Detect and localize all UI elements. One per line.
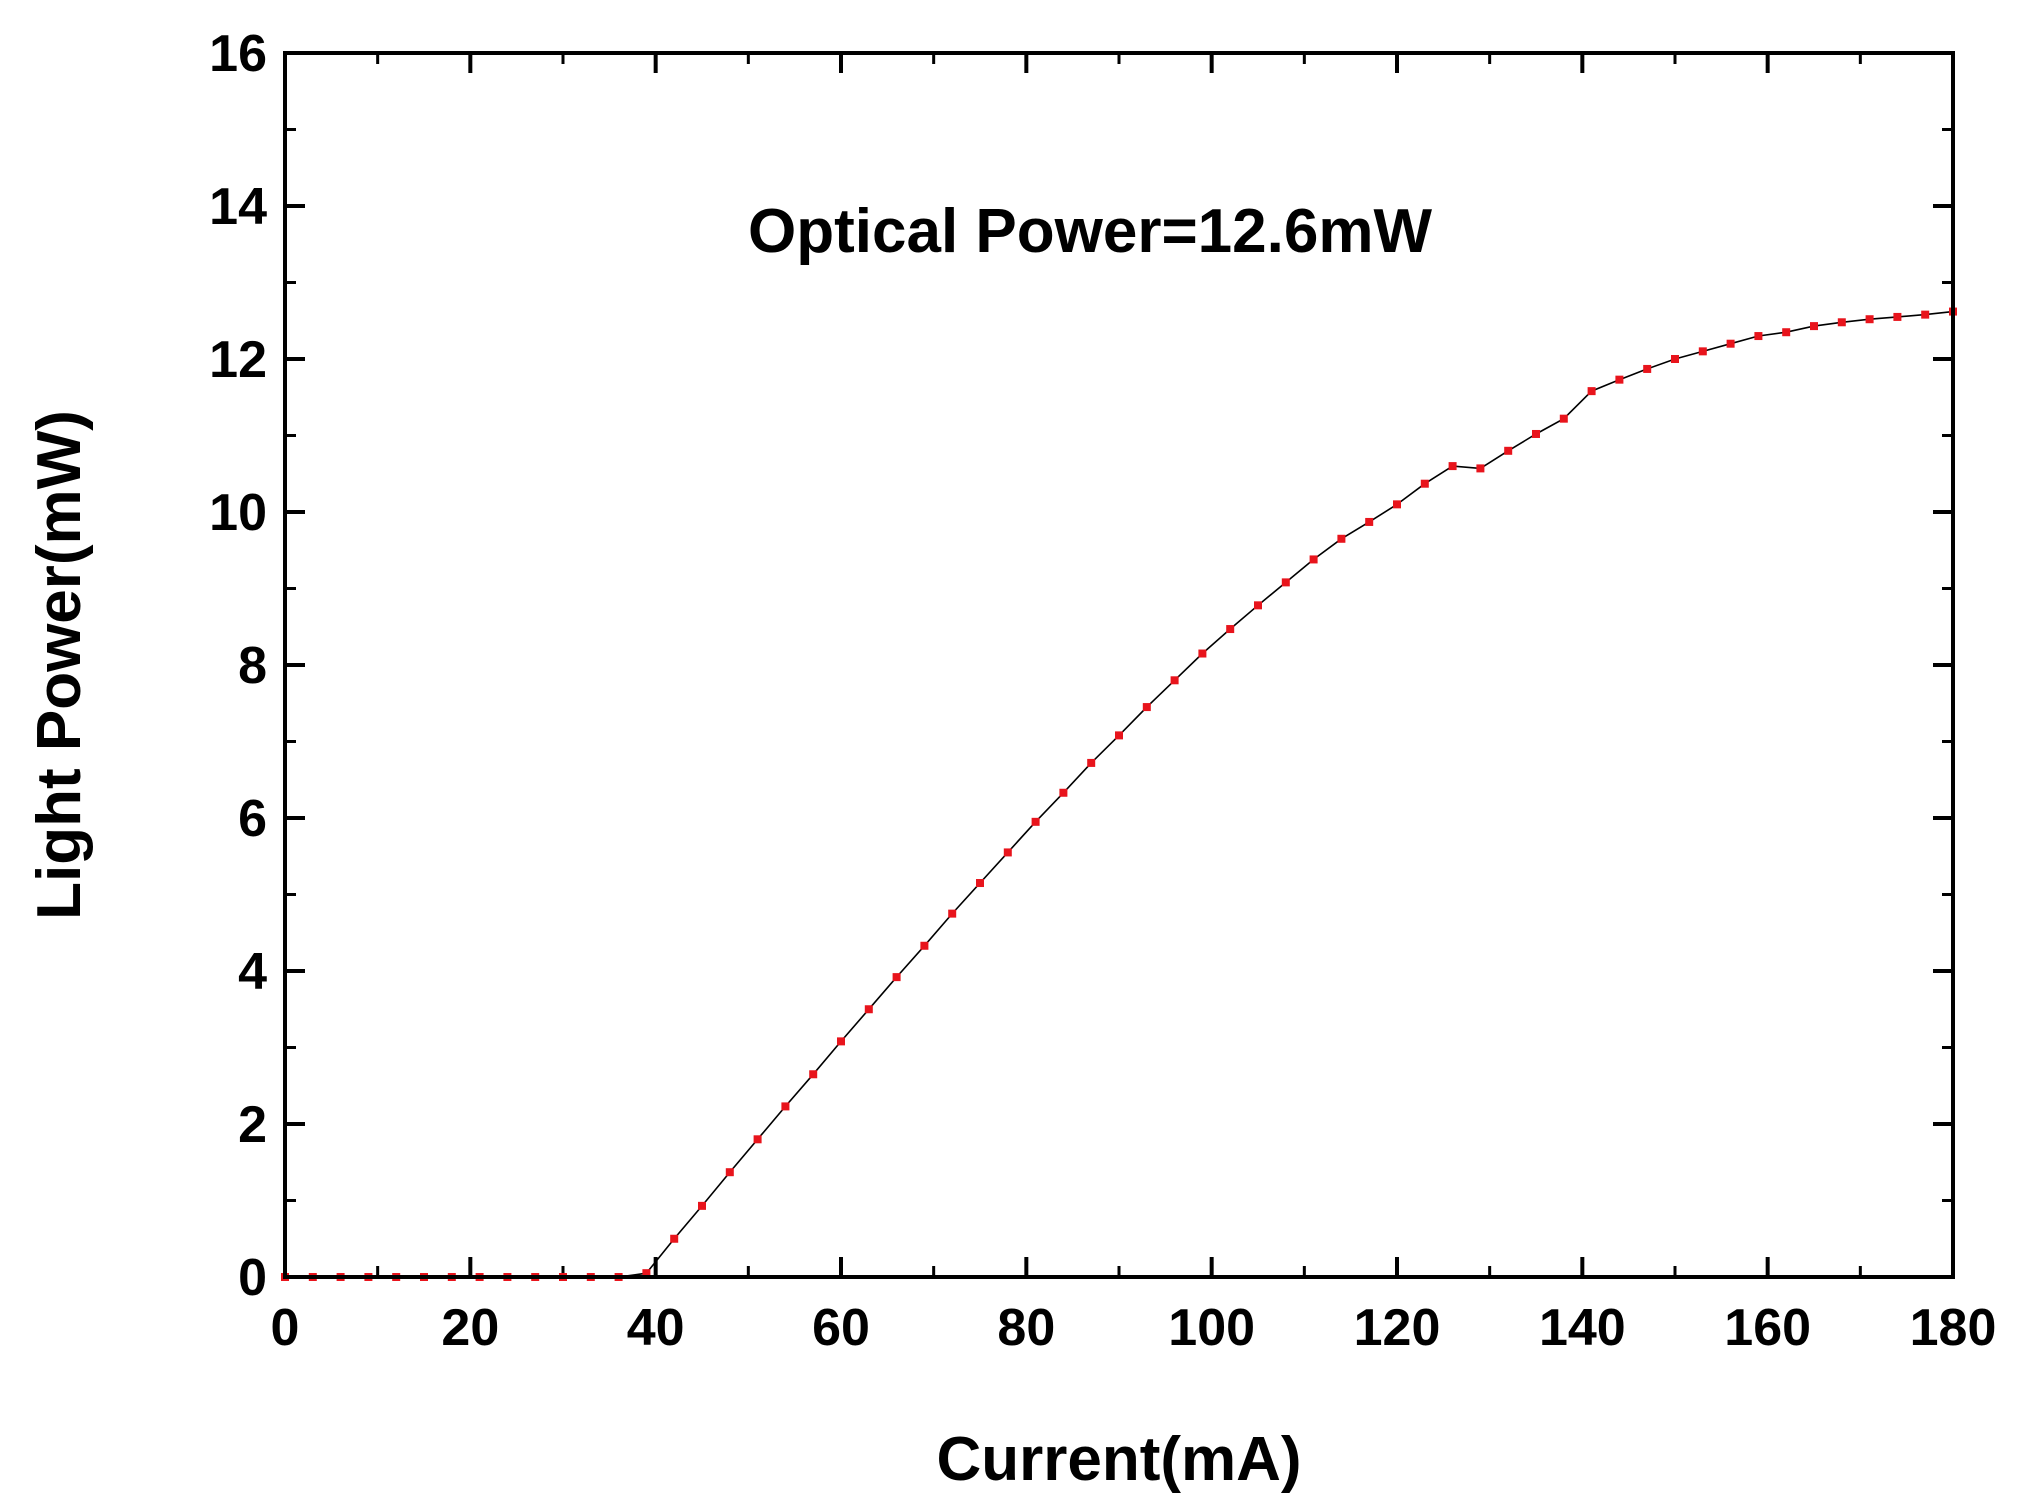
data-point bbox=[892, 973, 901, 982]
data-point bbox=[1254, 601, 1262, 610]
data-point bbox=[1810, 322, 1818, 331]
data-point bbox=[1782, 328, 1791, 337]
data-point bbox=[781, 1102, 790, 1111]
data-point bbox=[1671, 355, 1679, 363]
data-point bbox=[1476, 464, 1485, 473]
y-tick-label: 0 bbox=[238, 1249, 267, 1307]
x-tick-label: 40 bbox=[627, 1299, 685, 1357]
y-tick-label: 10 bbox=[209, 484, 267, 542]
data-point bbox=[670, 1234, 679, 1243]
optical-power-annotation: Optical Power=12.6mW bbox=[748, 197, 1432, 266]
data-point bbox=[1059, 788, 1068, 797]
data-point bbox=[1420, 479, 1429, 488]
data-point bbox=[1115, 731, 1123, 740]
data-point bbox=[1281, 578, 1290, 587]
data-point bbox=[1393, 500, 1401, 509]
y-tick-label: 14 bbox=[209, 178, 267, 236]
data-point bbox=[1865, 315, 1874, 324]
data-point bbox=[1170, 676, 1179, 685]
y-axis-title: Light Power(mW) bbox=[25, 410, 94, 920]
data-point bbox=[1559, 414, 1568, 423]
data-point bbox=[1448, 462, 1457, 471]
y-tick-label: 8 bbox=[238, 637, 267, 695]
data-point bbox=[725, 1168, 734, 1177]
y-tick-label: 2 bbox=[238, 1096, 267, 1154]
data-point bbox=[1893, 312, 1902, 321]
data-point bbox=[1504, 446, 1513, 455]
x-tick-label: 180 bbox=[1910, 1299, 1997, 1357]
x-tick-label: 80 bbox=[997, 1299, 1055, 1357]
data-point bbox=[753, 1135, 762, 1144]
data-point bbox=[1615, 375, 1624, 384]
y-tick-label: 16 bbox=[209, 25, 267, 83]
data-point bbox=[1726, 339, 1735, 348]
data-point bbox=[837, 1037, 845, 1046]
data-point bbox=[1198, 649, 1207, 658]
y-tick-label: 6 bbox=[238, 790, 267, 848]
x-tick-label: 0 bbox=[271, 1299, 300, 1357]
data-point bbox=[698, 1201, 706, 1210]
tick-labels: 0 20 40 60 80 100 120 140 160 180 0 2 4 6 8 10 12 14 16 bbox=[209, 25, 1996, 1357]
data-point bbox=[1226, 625, 1235, 634]
data-point bbox=[1698, 347, 1707, 356]
data-point bbox=[948, 909, 957, 918]
data-point bbox=[1643, 364, 1652, 373]
x-tick-label: 140 bbox=[1539, 1299, 1626, 1357]
data-point bbox=[920, 941, 929, 950]
data-point bbox=[1754, 332, 1763, 341]
x-tick-label: 60 bbox=[812, 1299, 870, 1357]
data-point bbox=[1587, 387, 1596, 396]
y-tick-label: 4 bbox=[238, 943, 267, 1001]
data-point bbox=[864, 1005, 873, 1014]
plot-frame bbox=[283, 51, 1955, 1279]
data-point bbox=[1532, 429, 1540, 438]
x-tick-label: 160 bbox=[1724, 1299, 1811, 1357]
x-axis-title: Current(mA) bbox=[936, 1425, 1301, 1494]
series-line bbox=[285, 310, 1954, 1278]
data-point bbox=[1142, 703, 1151, 712]
x-tick-label: 100 bbox=[1168, 1299, 1255, 1357]
data-point bbox=[1837, 318, 1846, 327]
x-tick-label: 20 bbox=[441, 1299, 499, 1357]
data-point bbox=[1003, 848, 1012, 857]
data-point bbox=[1309, 555, 1318, 564]
data-series bbox=[281, 307, 1957, 1281]
x-tick-label: 120 bbox=[1354, 1299, 1441, 1357]
data-point bbox=[1031, 817, 1040, 826]
data-point bbox=[809, 1070, 818, 1079]
data-point bbox=[1337, 534, 1346, 543]
data-point bbox=[976, 879, 984, 888]
data-point bbox=[1921, 310, 1930, 319]
data-point bbox=[642, 1269, 651, 1278]
data-point bbox=[1087, 758, 1096, 767]
y-tick-label: 12 bbox=[209, 331, 267, 389]
data-point bbox=[1365, 517, 1374, 526]
